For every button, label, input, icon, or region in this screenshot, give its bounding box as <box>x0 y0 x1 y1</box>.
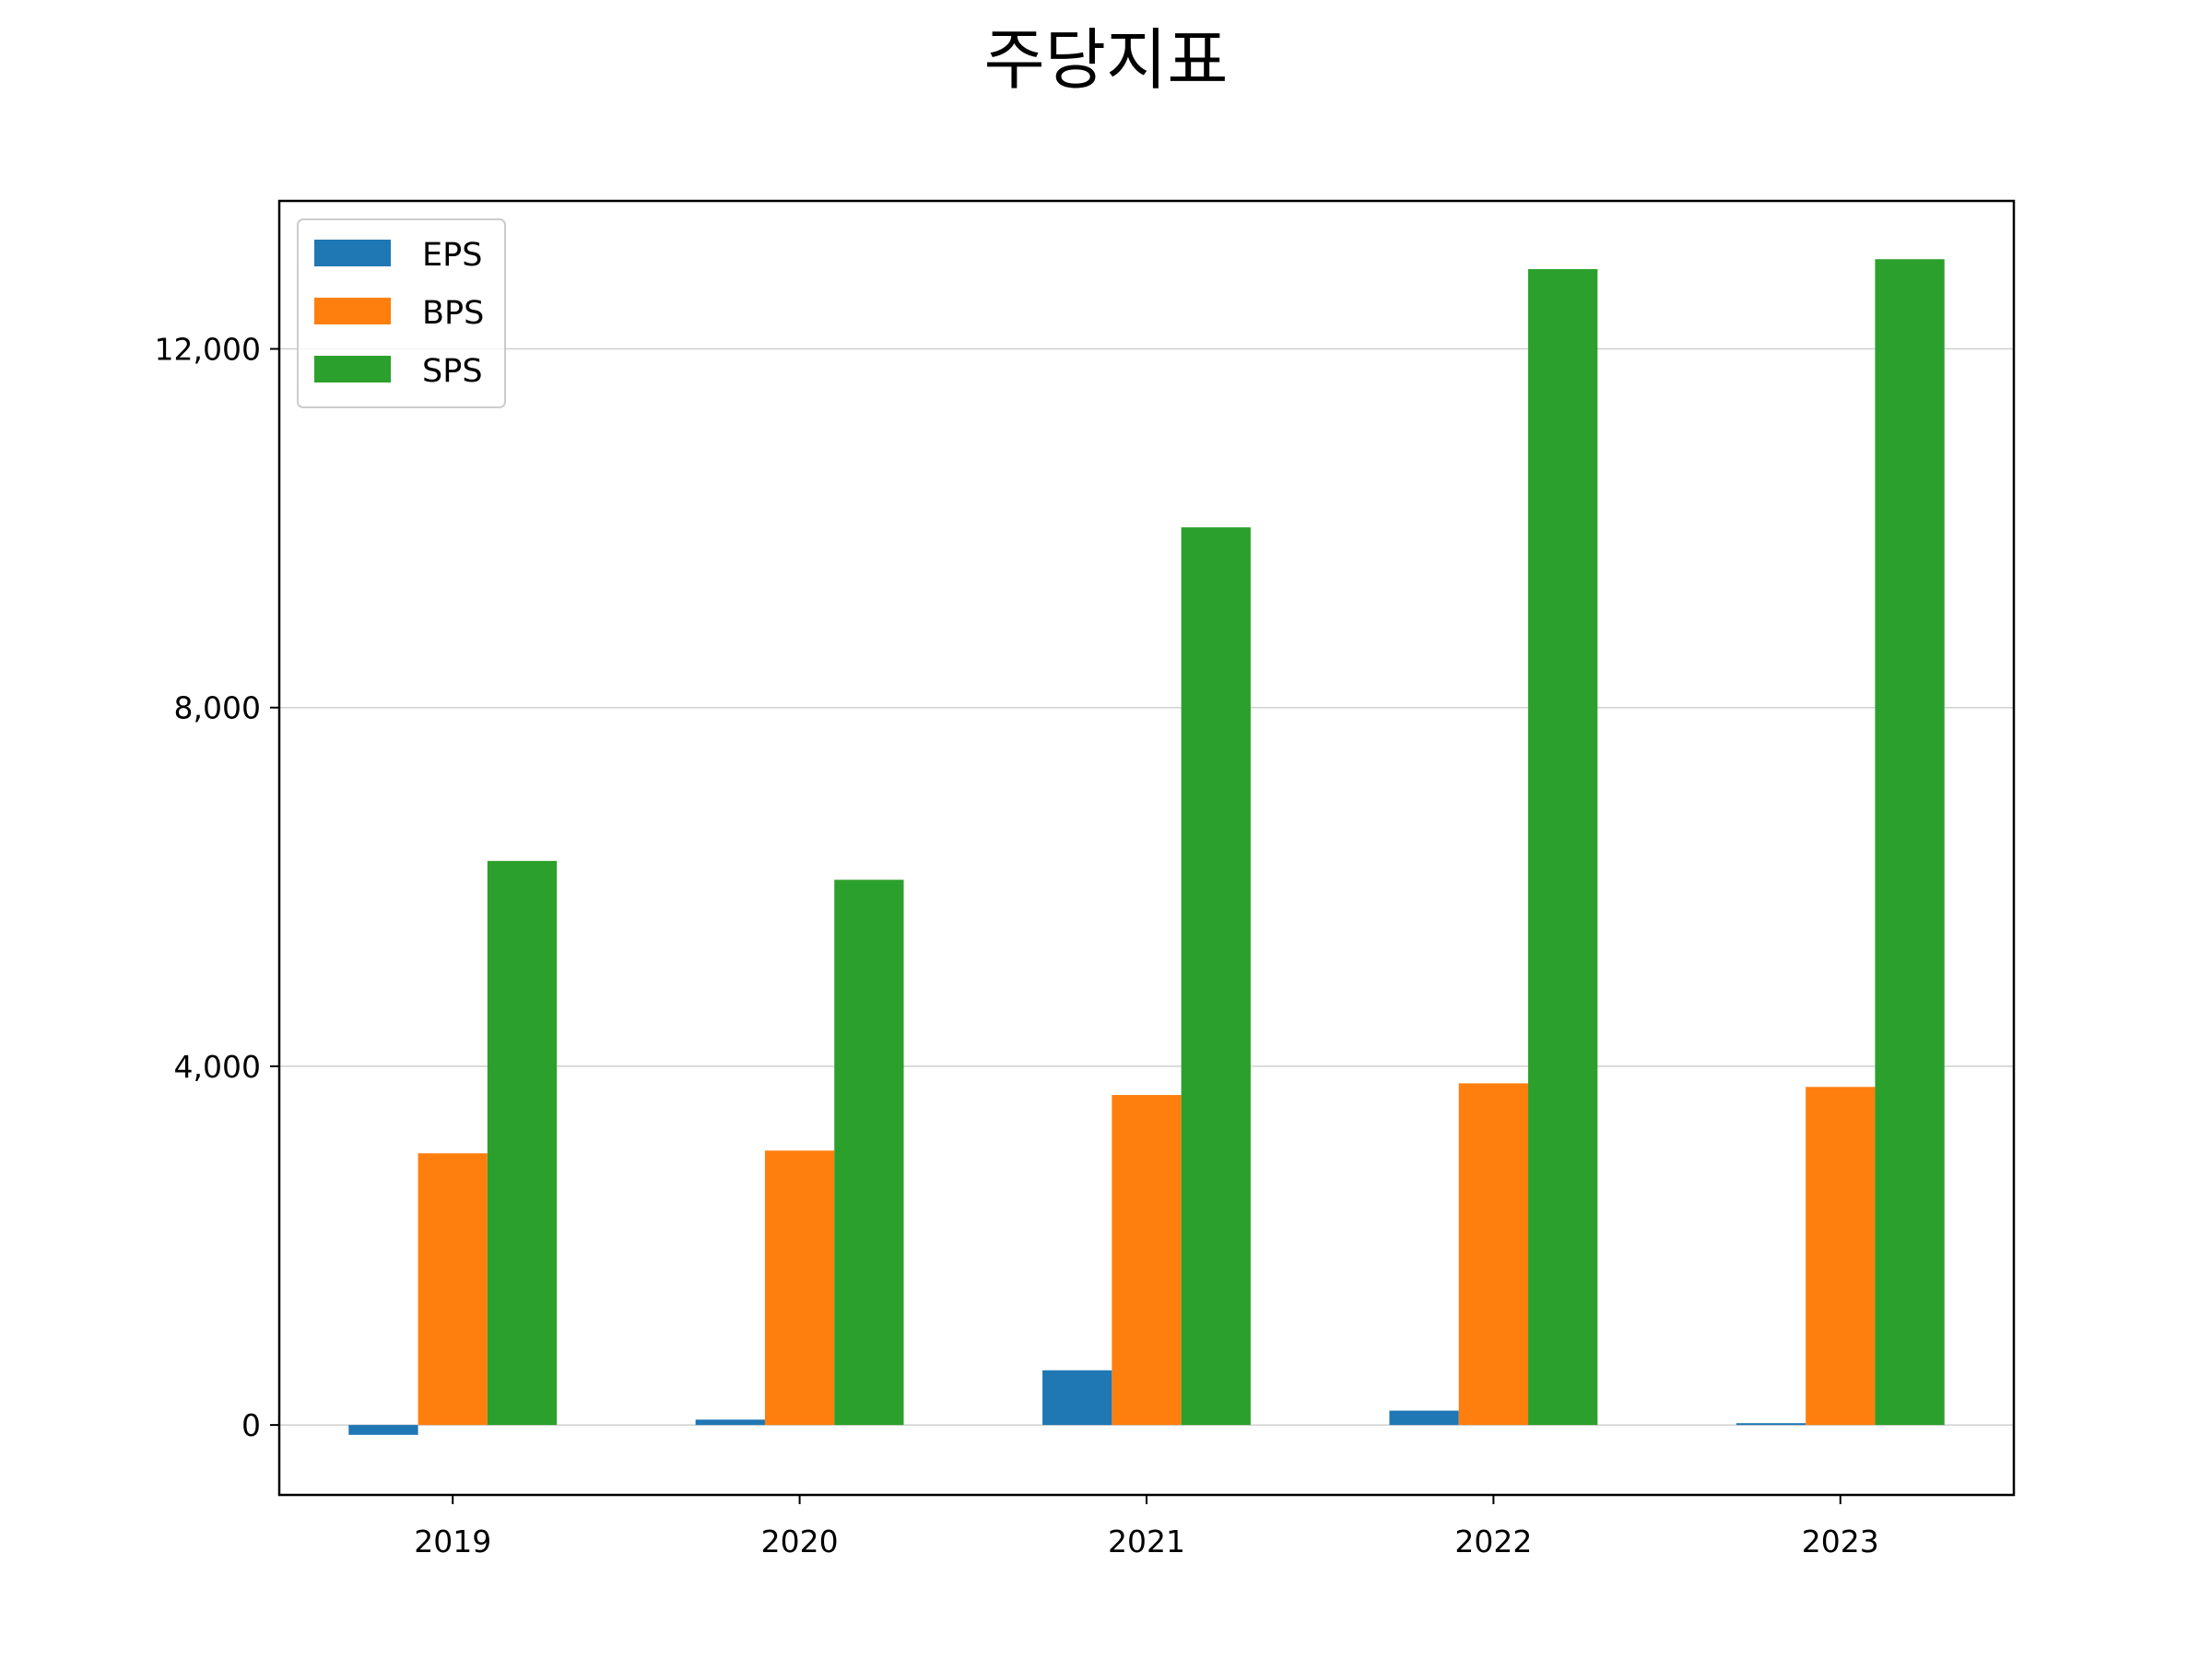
bars <box>348 259 1945 1435</box>
bar-bps <box>1806 1087 1876 1426</box>
bar-eps <box>1735 1423 1806 1426</box>
bar-bps <box>1112 1095 1182 1426</box>
bar-eps <box>1042 1370 1112 1426</box>
legend-label-sps: SPS <box>422 353 483 390</box>
legend-swatch-bps <box>314 298 391 324</box>
chart-title: 주당지표 <box>984 21 1229 99</box>
bar-eps <box>1389 1410 1459 1426</box>
y-tick-label: 12,000 <box>155 332 261 368</box>
legend-swatch-eps <box>314 240 391 266</box>
bar-sps <box>834 879 904 1426</box>
bar-bps <box>1458 1083 1529 1426</box>
bar-sps <box>1181 527 1251 1426</box>
y-tick-label: 0 <box>241 1407 261 1443</box>
x-tick-label: 2022 <box>1454 1524 1532 1559</box>
bar-sps <box>1875 259 1945 1426</box>
y-axis: 0 4,000 8,000 12,000 <box>155 332 279 1443</box>
bar-eps <box>695 1419 765 1426</box>
y-tick-label: 4,000 <box>174 1049 261 1085</box>
bar-sps <box>1528 268 1598 1426</box>
legend-label-eps: EPS <box>422 237 482 274</box>
bar-eps <box>348 1425 418 1435</box>
legend-swatch-sps <box>314 356 391 382</box>
bar-bps <box>764 1150 835 1426</box>
legend: EPS BPS SPS <box>297 218 506 408</box>
x-axis: 2019 2020 2021 2022 2023 <box>414 1495 1879 1559</box>
bar-bps <box>418 1153 488 1426</box>
bar-sps <box>487 861 558 1426</box>
x-tick-label: 2023 <box>1802 1524 1879 1559</box>
x-tick-label: 2020 <box>761 1524 839 1559</box>
legend-label-bps: BPS <box>422 295 484 332</box>
x-tick-label: 2021 <box>1108 1524 1185 1559</box>
y-tick-label: 8,000 <box>174 690 261 726</box>
x-tick-label: 2019 <box>414 1524 491 1559</box>
